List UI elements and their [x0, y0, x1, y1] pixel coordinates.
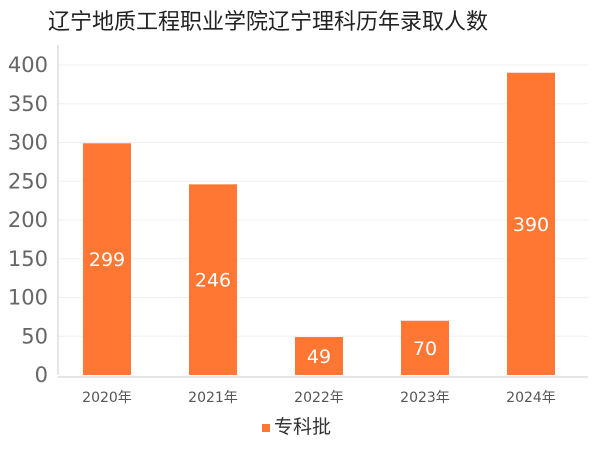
y-tick-label: 100 [8, 286, 48, 310]
data-label: 49 [307, 346, 331, 368]
x-tick-label: 2022年 [294, 390, 344, 406]
y-tick-label: 300 [8, 131, 48, 155]
legend: 专科批 [262, 416, 331, 438]
axes: 0 50 100 150 200 250 300 350 400 2020年 2021年 2022年 2… [8, 45, 588, 406]
bar [83, 143, 131, 375]
x-tick-label: 2020年 [82, 390, 132, 406]
y-tick-label: 200 [8, 208, 48, 232]
bar [401, 320, 449, 375]
y-tick-label: 50 [21, 324, 48, 348]
data-label: 390 [513, 214, 549, 236]
x-tick-label: 2023年 [400, 390, 450, 406]
chart-title: 辽宁地质工程职业学院辽宁理科历年录取人数 [48, 10, 489, 35]
bar [295, 337, 343, 375]
y-tick-label: 250 [8, 169, 48, 193]
data-labels: 299 246 49 70 390 [89, 214, 549, 368]
data-label: 246 [195, 270, 231, 292]
bar [507, 72, 555, 375]
gridlines [58, 64, 588, 337]
y-tick-label: 0 [35, 363, 48, 387]
bar [189, 184, 237, 375]
data-label: 299 [89, 249, 125, 271]
x-tick-label: 2021年 [188, 390, 238, 406]
legend-swatch [262, 424, 270, 432]
legend-label: 专科批 [274, 416, 331, 438]
data-label: 70 [413, 338, 437, 360]
y-tick-label: 350 [8, 92, 48, 116]
y-tick-label: 400 [8, 53, 48, 77]
x-tick-label: 2024年 [506, 390, 556, 406]
y-tick-label: 150 [8, 247, 48, 271]
bars [83, 72, 555, 375]
